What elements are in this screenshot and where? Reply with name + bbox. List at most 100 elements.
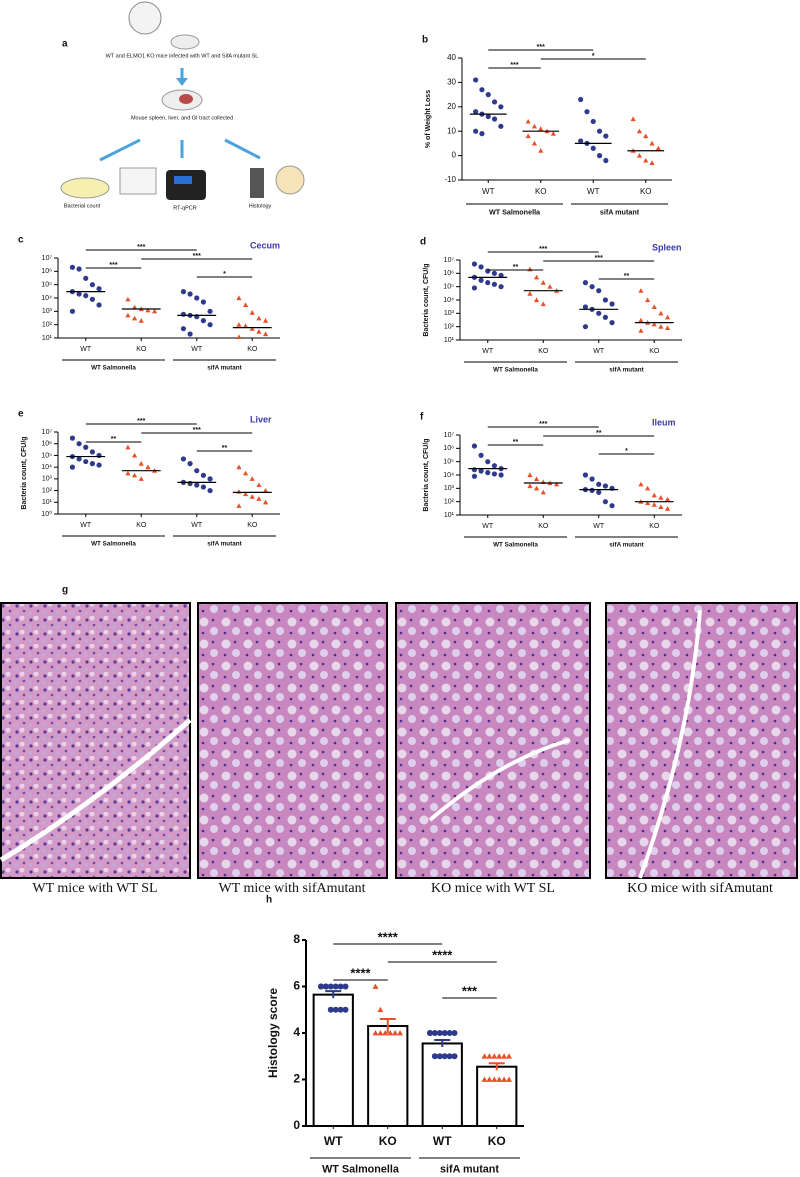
data-point <box>69 264 76 270</box>
data-point <box>485 470 491 476</box>
data-point <box>527 483 533 489</box>
data-point <box>630 116 636 122</box>
data-point <box>207 476 213 482</box>
y-tick-label: 4 <box>293 1025 300 1039</box>
significance-label: **** <box>378 929 399 944</box>
significance-label: *** <box>109 262 117 269</box>
group-label: WT Salmonella <box>322 1163 400 1175</box>
y-tick-label: 10¹ <box>444 512 455 519</box>
data-point <box>538 126 544 131</box>
y-tick-label: 10⁷ <box>444 432 455 439</box>
significance-label: *** <box>137 244 145 251</box>
data-point <box>76 456 82 462</box>
y-tick-label: 10² <box>42 322 53 329</box>
data-point <box>473 77 479 83</box>
output-label: Bacterial count <box>64 203 101 209</box>
data-point <box>207 322 213 328</box>
data-point <box>236 295 242 301</box>
panel-label: c <box>18 235 24 246</box>
significance-label: ** <box>111 436 117 443</box>
significance-label: *** <box>462 983 478 998</box>
slide-view <box>275 165 305 195</box>
data-point <box>602 297 609 303</box>
y-tick-label: 10 <box>447 126 456 135</box>
caption: KO mice with WT SL <box>431 881 555 896</box>
data-point <box>664 325 671 331</box>
data-point <box>262 318 269 323</box>
data-point <box>590 145 596 151</box>
y-tick-label: 10² <box>42 487 53 494</box>
y-tick-label: 10⁶ <box>41 441 52 448</box>
y-tick-label: 0 <box>452 151 457 160</box>
data-point <box>151 308 158 314</box>
error-bar <box>434 1038 451 1047</box>
arrow-head <box>176 78 188 86</box>
data-point <box>478 452 484 458</box>
data-point <box>533 297 540 303</box>
data-point <box>392 1030 399 1036</box>
group-label: sifA mutant <box>609 541 644 548</box>
data-point <box>473 128 479 134</box>
data-point <box>589 476 595 482</box>
data-point <box>207 308 213 314</box>
x-tick-label: KO <box>649 348 660 355</box>
y-axis-label: Histology score <box>266 988 280 1078</box>
data-point <box>478 468 484 474</box>
y-tick-label: 40 <box>447 53 456 62</box>
data-point <box>491 281 498 287</box>
y-axis-label: % of Weight Loss <box>425 90 432 148</box>
lumen <box>428 738 571 822</box>
group-label: sifA mutant <box>207 540 242 547</box>
data-point <box>485 268 491 274</box>
x-tick-label: WT <box>80 346 92 353</box>
y-tick-label: 10⁵ <box>443 284 454 291</box>
data-point <box>596 288 602 294</box>
data-point <box>332 983 339 990</box>
data-point <box>643 133 649 139</box>
y-tick-label: 10⁵ <box>443 459 454 466</box>
y-tick-label: 10⁶ <box>443 445 454 452</box>
data-point <box>649 160 655 165</box>
histology-panel: g WT mice with WT SL WT mice with sifAmu… <box>0 585 798 896</box>
data-point <box>145 307 151 313</box>
y-tick-label: 10³ <box>444 485 455 492</box>
data-point <box>506 1076 513 1082</box>
data-point <box>602 314 609 320</box>
data-point <box>664 506 671 511</box>
y-tick-label: 10¹ <box>444 337 455 344</box>
x-tick-label: KO <box>136 346 147 353</box>
data-point <box>636 153 643 158</box>
data-point <box>194 482 200 488</box>
y-tick-label: 10⁴ <box>443 297 454 304</box>
panel-label: b <box>422 35 428 46</box>
data-point <box>125 470 131 476</box>
panel-label: g <box>62 585 68 596</box>
x-tick-label: WT <box>587 187 600 196</box>
data-point <box>602 483 609 489</box>
x-tick-label: KO <box>640 187 652 196</box>
step-text: WT and ELMO1 KO mice infected with WT an… <box>106 53 259 59</box>
data-point <box>498 284 504 290</box>
data-point <box>485 92 491 98</box>
data-point <box>131 472 138 478</box>
data-point <box>249 476 255 481</box>
workflow-diagram: a WT and ELMO1 KO mice infected with WT … <box>60 1 305 211</box>
bar <box>312 993 354 1128</box>
x-tick-label: KO <box>247 522 258 529</box>
data-point <box>446 1053 453 1060</box>
data-point <box>501 1053 508 1059</box>
data-point <box>491 471 498 477</box>
group-label: sifA mutant <box>609 366 644 373</box>
data-point <box>242 470 249 476</box>
x-tick-label: KO <box>535 187 547 196</box>
group-label: sifA mutant <box>600 207 640 216</box>
data-point <box>69 308 76 314</box>
data-point <box>596 310 602 316</box>
data-point <box>180 326 187 332</box>
significance-label: * <box>625 448 628 455</box>
data-point <box>609 503 615 509</box>
data-point <box>527 472 533 478</box>
error-bar <box>488 1062 505 1071</box>
data-point <box>236 503 242 508</box>
